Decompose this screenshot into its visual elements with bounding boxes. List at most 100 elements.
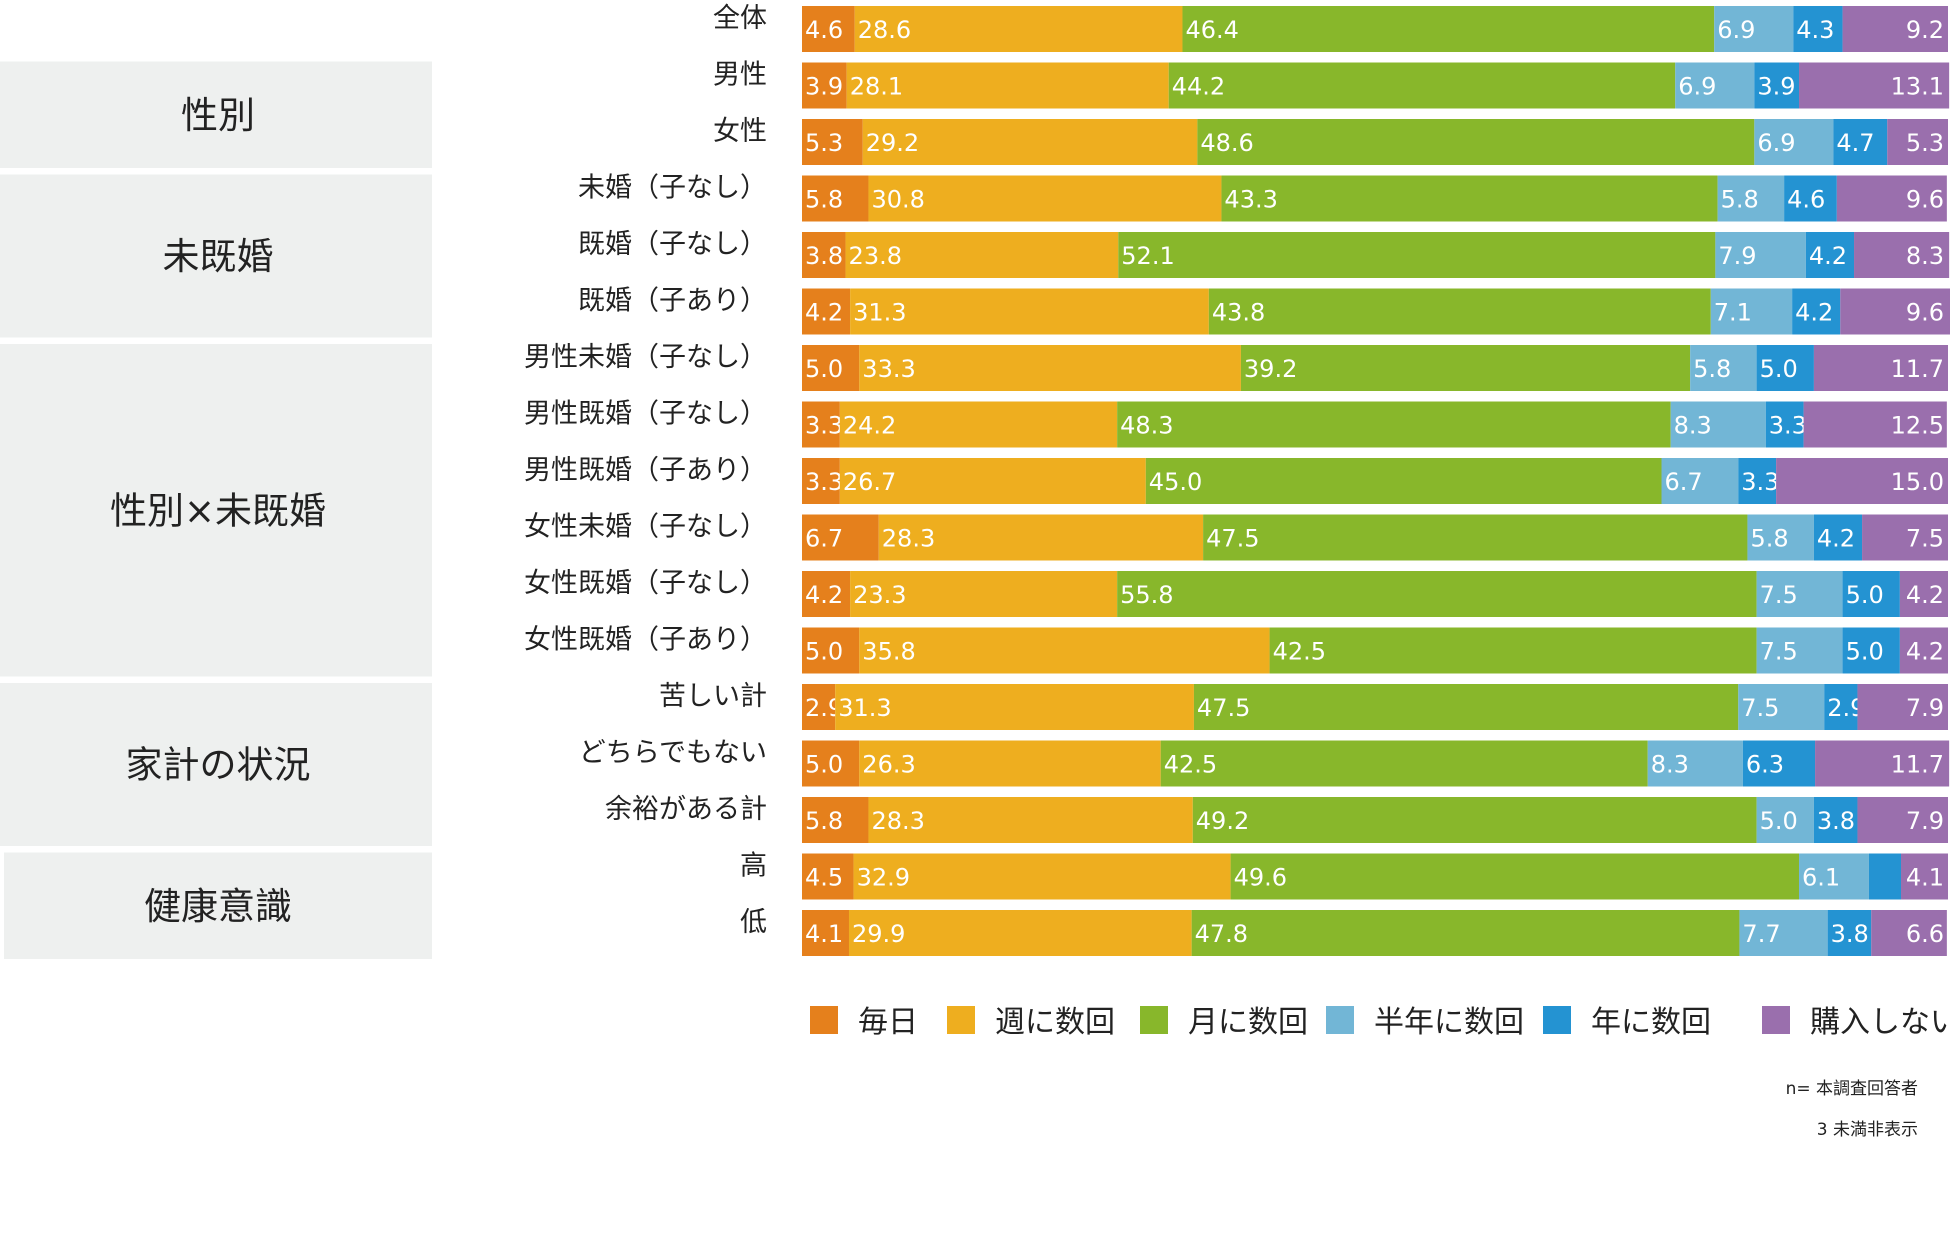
data-label: 52.1 — [1121, 242, 1174, 270]
bar-segment — [1793, 6, 1843, 52]
row-label: 男性未婚（子なし） — [524, 342, 767, 373]
row-label: 女性既婚（子あり） — [524, 625, 767, 656]
bar-segment — [802, 853, 854, 900]
data-label: 3.3 — [1741, 468, 1779, 496]
bar-segment — [1670, 401, 1766, 448]
data-label: 45.0 — [1149, 468, 1202, 496]
bar-segment — [1221, 175, 1718, 222]
bar-segment — [1690, 345, 1757, 391]
bar-segment — [1887, 119, 1948, 165]
row-label: 既婚（子なし） — [578, 229, 767, 260]
legend-label: 半年に数回 — [1374, 1005, 1524, 1040]
bar-segment — [802, 288, 851, 335]
data-label: 5.8 — [1693, 355, 1731, 383]
data-label: 55.8 — [1120, 581, 1173, 609]
data-label: 4.2 — [805, 299, 843, 327]
data-label: 4.2 — [1817, 525, 1855, 553]
bar-segment — [1145, 458, 1662, 504]
group-box — [0, 344, 432, 677]
bar-segment — [1269, 627, 1757, 674]
data-label: 7.5 — [1760, 638, 1798, 666]
bar-segment — [1792, 288, 1841, 335]
row-label: 未婚（子なし） — [578, 173, 767, 204]
bar-segment — [1714, 6, 1794, 52]
bar-segment — [1871, 910, 1947, 956]
bar-segment — [1827, 910, 1872, 956]
legend-label: 月に数回 — [1188, 1005, 1308, 1040]
group-label: 未既婚 — [163, 235, 274, 278]
row-label: 女性既婚（子なし） — [524, 568, 767, 599]
row-label: 女性 — [713, 116, 767, 147]
data-label: 5.8 — [1721, 186, 1759, 214]
bar-segment — [1857, 797, 1948, 843]
footnote: 3 未満非表示 — [1817, 1120, 1918, 1140]
row-label: 男性 — [713, 60, 767, 91]
bar-segment — [1765, 401, 1804, 448]
group-label: 性別 — [181, 94, 255, 137]
bar-segment — [839, 458, 1146, 504]
data-label: 43.8 — [1212, 299, 1265, 327]
data-label: 4.2 — [1795, 299, 1833, 327]
footnote: n= 本調査回答者 — [1786, 1079, 1918, 1099]
bar-segment — [868, 175, 1222, 222]
bar-segment — [802, 684, 836, 730]
data-label: 5.0 — [1846, 638, 1884, 666]
row-label: 高 — [740, 851, 767, 882]
bar-segment — [1739, 910, 1828, 956]
bar-segment — [802, 119, 863, 165]
row-label: 男性既婚（子なし） — [524, 399, 767, 430]
bar-segment — [1836, 175, 1947, 222]
data-label: 48.3 — [1120, 412, 1173, 440]
data-label: 4.6 — [1787, 186, 1825, 214]
data-label: 43.3 — [1224, 186, 1277, 214]
bar-segment — [1191, 910, 1740, 956]
data-label: 7.9 — [1906, 807, 1944, 835]
bar-segment — [1815, 740, 1950, 787]
data-label: 4.6 — [805, 16, 843, 44]
data-label: 23.3 — [853, 581, 906, 609]
row-label: 既婚（子あり） — [578, 286, 767, 317]
bar-segment — [802, 232, 846, 278]
bar-segment — [1715, 232, 1806, 278]
data-label: 5.0 — [805, 638, 843, 666]
bar-segment — [1776, 458, 1948, 504]
group-label: 家計の状況 — [126, 744, 311, 787]
bar-segment — [850, 288, 1209, 335]
data-label: 11.7 — [1891, 751, 1944, 779]
legend-swatch — [947, 1006, 975, 1034]
data-label: 47.8 — [1195, 920, 1248, 948]
bar-segment — [1899, 627, 1948, 674]
data-label: 6.9 — [1678, 73, 1716, 101]
bar-segment — [802, 910, 849, 956]
data-label: 7.5 — [1906, 525, 1944, 553]
bar-segment — [1803, 401, 1947, 448]
data-label: 29.9 — [852, 920, 905, 948]
bar-segment — [802, 627, 860, 674]
group-box — [0, 683, 432, 846]
group-label: 性別×未既婚 — [110, 489, 326, 532]
data-label: 11.7 — [1891, 355, 1944, 383]
data-label: 29.2 — [866, 129, 919, 157]
notes: n= 本調査回答者 3 未満非表示 — [1786, 1079, 1918, 1140]
data-label: 5.3 — [805, 129, 843, 157]
data-label: 35.8 — [862, 638, 915, 666]
bar-segment — [1842, 627, 1900, 674]
bar-segment — [1784, 175, 1837, 222]
bar-segment — [1160, 740, 1648, 787]
data-label: 48.6 — [1200, 129, 1253, 157]
data-label: 3.8 — [1831, 920, 1869, 948]
data-label: 28.3 — [882, 525, 935, 553]
bar-segment — [1710, 288, 1793, 335]
bar-segment — [1754, 119, 1834, 165]
bar-segment — [1899, 571, 1948, 617]
bar-segment — [859, 740, 1161, 787]
data-label: 8.3 — [1674, 412, 1712, 440]
data-label: 4.2 — [805, 581, 843, 609]
bar-segment — [1813, 345, 1948, 391]
legend-swatch — [1326, 1006, 1354, 1034]
bar-segment — [1842, 571, 1900, 617]
data-label: 7.7 — [1742, 920, 1780, 948]
data-label: 5.0 — [1760, 807, 1798, 835]
